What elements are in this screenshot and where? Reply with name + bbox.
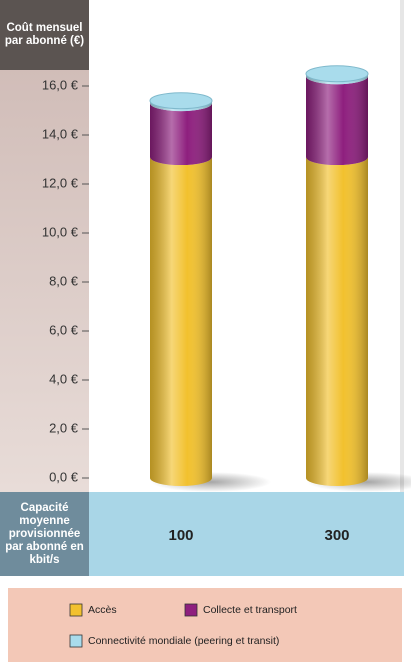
- y-tick-label: 6,0 €: [49, 322, 79, 337]
- y-tick-label: 0,0 €: [49, 469, 79, 484]
- bar-shade: [306, 76, 368, 166]
- x-tick-label: 300: [324, 527, 349, 544]
- bar-shade: [306, 73, 368, 85]
- y-tick-label: 4,0 €: [49, 371, 79, 386]
- y-tick-label: 16,0 €: [42, 77, 79, 92]
- plot-edge: [400, 0, 404, 492]
- x-tick-label: 100: [168, 527, 193, 544]
- legend-label: Connectivité mondiale (peering et transi…: [88, 635, 279, 647]
- bar-cap: [305, 65, 369, 83]
- y-tick-label: 8,0 €: [49, 273, 79, 288]
- bar-shade: [149, 100, 212, 112]
- legend-label: Accès: [88, 604, 117, 616]
- legend: [8, 588, 402, 662]
- bar-shade: [149, 157, 212, 487]
- y-axis-title: Coût mensuel par abonné (€): [4, 22, 85, 47]
- bar-shade: [149, 103, 212, 166]
- x-title-panel: [0, 492, 89, 576]
- y-axis-panel: [0, 0, 89, 492]
- legend-swatch: [69, 634, 83, 648]
- x-axis-title: Capacité moyenne provisionnée par abonné…: [5, 501, 84, 566]
- y-tick-label: 2,0 €: [49, 420, 79, 435]
- y-tick-label: 10,0 €: [42, 224, 79, 239]
- bar-cap: [149, 92, 213, 110]
- bar-shade: [306, 157, 368, 487]
- legend-swatch: [69, 603, 83, 617]
- y-title-panel: [0, 0, 89, 70]
- y-tick-label: 14,0 €: [42, 126, 79, 141]
- y-tick-label: 12,0 €: [42, 175, 79, 190]
- legend-label: Collecte et transport: [203, 604, 297, 616]
- legend-swatch: [184, 603, 198, 617]
